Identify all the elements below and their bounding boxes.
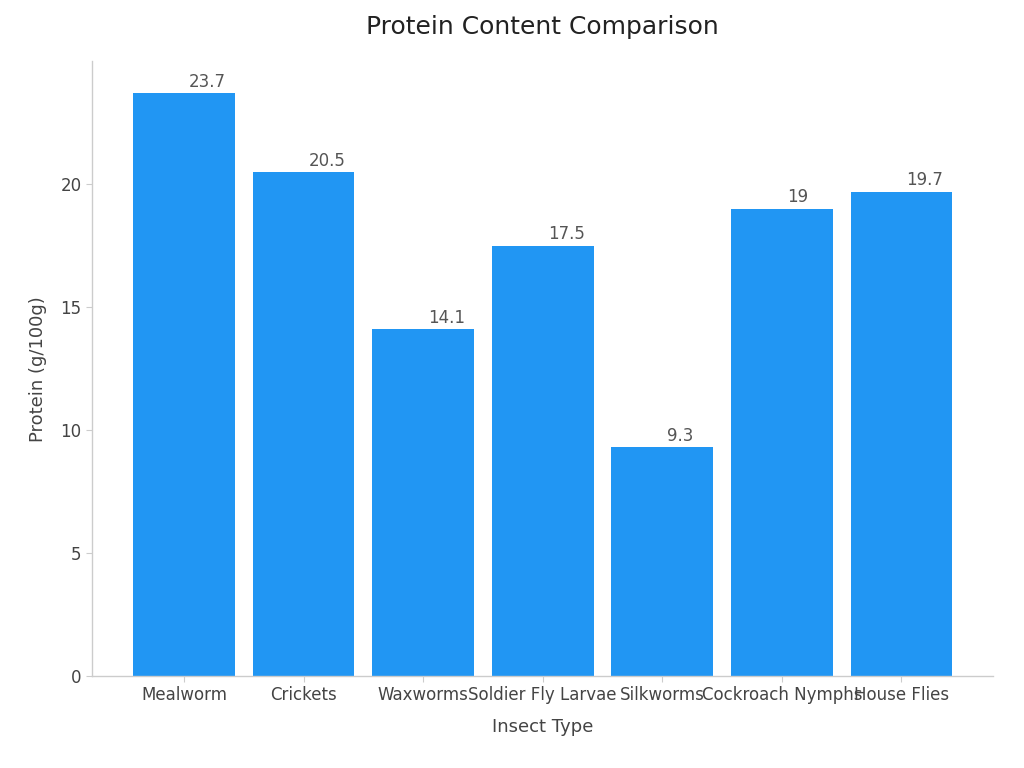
Bar [373,329,474,676]
Bar [492,246,594,676]
Text: 17.5: 17.5 [548,225,585,243]
Text: 19.7: 19.7 [906,171,943,189]
Bar [851,192,952,676]
X-axis label: Insect Type: Insect Type [493,718,593,737]
Text: 19: 19 [787,188,808,207]
Text: 20.5: 20.5 [308,151,345,170]
Bar [253,172,354,676]
Text: 9.3: 9.3 [668,427,694,445]
Bar [731,209,833,676]
Title: Protein Content Comparison: Protein Content Comparison [367,15,719,38]
Bar [611,447,713,676]
Y-axis label: Protein (g/100g): Protein (g/100g) [29,296,47,442]
Text: 23.7: 23.7 [189,73,226,91]
Text: 14.1: 14.1 [428,309,465,327]
Bar [133,94,234,676]
